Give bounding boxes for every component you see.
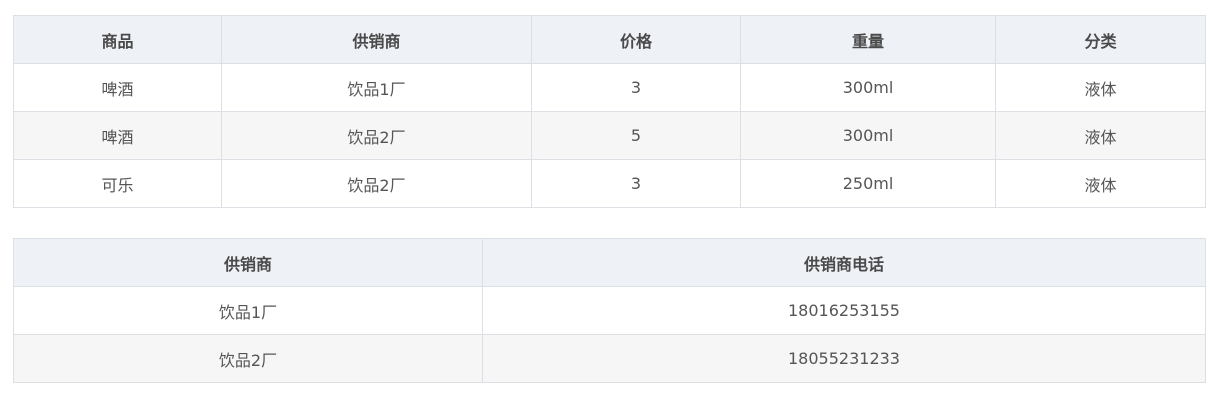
- cell-weight: 300ml: [740, 63, 996, 112]
- cell-price: 5: [531, 111, 741, 160]
- header-category[interactable]: 分类: [995, 15, 1206, 64]
- suppliers-table: 供销商 供销商电话 饮品1厂 18016253155 饮品2厂 18055231…: [13, 238, 1206, 383]
- cell-product: 可乐: [13, 159, 222, 208]
- table-row[interactable]: 啤酒 饮品1厂 3 300ml 液体: [13, 63, 1206, 112]
- table-header-row: 供销商 供销商电话: [13, 238, 1206, 287]
- header-price[interactable]: 价格: [531, 15, 741, 64]
- cell-category: 液体: [995, 111, 1206, 160]
- cell-price: 3: [531, 159, 741, 208]
- header-supplier[interactable]: 供销商: [221, 15, 532, 64]
- header-product[interactable]: 商品: [13, 15, 222, 64]
- table-row[interactable]: 可乐 饮品2厂 3 250ml 液体: [13, 159, 1206, 208]
- cell-supplier: 饮品1厂: [13, 286, 483, 335]
- cell-category: 液体: [995, 63, 1206, 112]
- cell-product: 啤酒: [13, 111, 222, 160]
- cell-weight: 300ml: [740, 111, 996, 160]
- header-supplier-phone[interactable]: 供销商电话: [482, 238, 1206, 287]
- cell-supplier: 饮品2厂: [221, 159, 532, 208]
- table-row[interactable]: 饮品1厂 18016253155: [13, 286, 1206, 335]
- table-header-row: 商品 供销商 价格 重量 分类: [13, 15, 1206, 64]
- cell-supplier: 饮品1厂: [221, 63, 532, 112]
- cell-product: 啤酒: [13, 63, 222, 112]
- cell-supplier: 饮品2厂: [13, 334, 483, 383]
- cell-price: 3: [531, 63, 741, 112]
- cell-supplier-phone: 18055231233: [482, 334, 1206, 383]
- table-row[interactable]: 啤酒 饮品2厂 5 300ml 液体: [13, 111, 1206, 160]
- cell-supplier-phone: 18016253155: [482, 286, 1206, 335]
- header-weight[interactable]: 重量: [740, 15, 996, 64]
- cell-category: 液体: [995, 159, 1206, 208]
- table-row[interactable]: 饮品2厂 18055231233: [13, 334, 1206, 383]
- cell-weight: 250ml: [740, 159, 996, 208]
- cell-supplier: 饮品2厂: [221, 111, 532, 160]
- header-supplier[interactable]: 供销商: [13, 238, 483, 287]
- products-table: 商品 供销商 价格 重量 分类 啤酒 饮品1厂 3 300ml 液体 啤酒 饮品…: [13, 15, 1206, 208]
